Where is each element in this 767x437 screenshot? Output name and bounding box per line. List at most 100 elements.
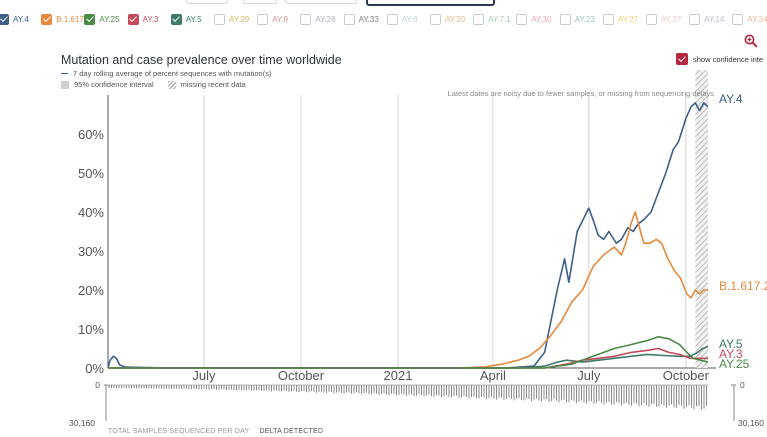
checkbox-icon[interactable] [41, 13, 53, 25]
checkbox-icon[interactable] [386, 13, 398, 25]
legend-item-ay-9[interactable]: AY.9 [257, 10, 288, 28]
legend-item-ay-25[interactable]: AY.25 [84, 10, 120, 28]
legend-label: AY.26 [315, 14, 336, 24]
series-line-ay-5 [108, 345, 709, 369]
legend-item-ay-7-1[interactable]: AY.7.1 [473, 10, 511, 28]
legend-label: AY.33 [358, 14, 379, 24]
checkbox-icon[interactable] [646, 13, 657, 25]
y-tick-label: 60% [78, 127, 104, 142]
zoom-in-icon[interactable] [744, 34, 758, 48]
legend-label: AY.27 [617, 14, 638, 24]
legend-label: AY.7.1 [488, 14, 511, 24]
legend-item-ay-26[interactable]: AY.26 [300, 10, 336, 28]
ci-label: 95% confidence interval [74, 80, 154, 89]
bottom-legend: TOTAL SAMPLES SEQUENCED PER DAY DELTA DE… [108, 428, 331, 435]
series-end-label: AY.25 [719, 357, 750, 371]
missing-data-region [695, 70, 708, 368]
legend-label: B.1.617.2 [56, 14, 91, 24]
legend-item-ay-37[interactable]: AY.37 [646, 10, 681, 28]
show-confidence-toggle[interactable]: show confidence inte [676, 53, 763, 65]
checkbox-icon[interactable] [602, 13, 614, 25]
checkbox-icon[interactable] [300, 13, 312, 25]
checkbox-icon[interactable] [0, 13, 9, 25]
checkbox-icon[interactable] [343, 13, 355, 25]
subtitle-line-legend: 7 day rolling average of percent sequenc… [61, 69, 271, 78]
top-button-2[interactable] [243, 0, 277, 4]
series-line-b-1-617-2 [108, 211, 708, 369]
legend-label: AY.23 [574, 14, 595, 24]
checkbox-icon[interactable] [559, 13, 571, 25]
x-tick-label: July [577, 368, 601, 383]
checkbox-icon[interactable] [84, 13, 96, 25]
show-confidence-label: show confidence inte [693, 54, 764, 64]
checkbox-icon[interactable] [170, 13, 182, 25]
legend-item-ay-5[interactable]: AY.5 [170, 10, 202, 28]
ci-swatch-icon [61, 80, 69, 89]
latest-dates-note: Latest dates are noisy due to fewer samp… [448, 89, 715, 98]
series-end-label: B.1.617.2 [719, 279, 767, 293]
legend-item-b-1-617-2[interactable]: B.1.617.2 [41, 10, 90, 28]
legend-label: AY.34 [747, 14, 767, 24]
y-tick-label: 20% [78, 283, 104, 298]
checkbox-icon[interactable] [689, 13, 701, 25]
legend-item-ay-30[interactable]: AY.30 [516, 10, 552, 28]
legend-label: AY.9 [272, 14, 288, 24]
legend-item-ay-27[interactable]: AY.27 [602, 10, 638, 28]
legend-label: AY.4 [13, 14, 29, 24]
legend-item-ay-23[interactable]: AY.23 [559, 10, 595, 28]
top-button-4[interactable] [366, 0, 495, 6]
y-tick-label: 40% [78, 205, 104, 220]
top-button-1[interactable] [186, 0, 228, 4]
legend-item-ay-6[interactable]: AY.6 [386, 10, 418, 28]
x-tick-label: 2021 [384, 368, 413, 383]
legend-item-ay-4[interactable]: AY.4 [0, 10, 29, 28]
total-samples-label: TOTAL SAMPLES SEQUENCED PER DAY [108, 428, 250, 435]
lineage-legend: AY.4 B.1.617.2 AY.25 AY.3 AY.5 AY.29 AY.9 AY.26… [0, 10, 767, 30]
legend-label: AY.30 [531, 14, 552, 24]
chart-title: Mutation and case prevalence over time w… [61, 53, 342, 67]
legend-item-ay-14[interactable]: AY.14 [689, 10, 724, 28]
legend-item-ay-33[interactable]: AY.33 [343, 10, 379, 28]
legend-label: AY.5 [185, 14, 202, 24]
legend-label: AY.20 [445, 14, 466, 24]
checkbox-icon[interactable] [473, 13, 485, 25]
subtitle-text: 7 day rolling average of percent sequenc… [73, 69, 272, 78]
x-tick-label: October [278, 368, 325, 383]
legend-item-ay-34[interactable]: AY.34 [732, 10, 767, 28]
y-tick-label: 0% [85, 361, 104, 376]
samples-tick-label: 0 [740, 380, 745, 390]
checkbox-icon[interactable] [257, 13, 269, 25]
x-tick-label: April [480, 368, 506, 383]
legend-item-ay-29[interactable]: AY.29 [214, 10, 249, 28]
missing-label: missing recent data [180, 80, 246, 89]
hatch-swatch-icon [167, 80, 176, 89]
y-tick-label: 50% [78, 166, 104, 181]
series-line-ay-3 [108, 347, 708, 369]
ci-missing-legend: 95% confidence interval missing recent d… [61, 80, 246, 89]
legend-item-ay-20[interactable]: AY.20 [430, 10, 465, 28]
x-tick-label: October [663, 368, 710, 383]
legend-label: AY.37 [661, 14, 682, 24]
checkbox-icon[interactable] [127, 13, 139, 25]
top-button-3[interactable] [285, 0, 357, 4]
checkbox-icon[interactable] [732, 13, 744, 25]
checkbox-icon[interactable] [676, 53, 688, 65]
series-end-label: AY.5 [719, 337, 743, 351]
y-tick-label: 30% [78, 244, 104, 259]
series-end-label: AY.4 [719, 92, 743, 106]
legend-label: AY.29 [229, 14, 250, 24]
series-end-label: AY.3 [719, 347, 743, 361]
samples-tick-label: 30,160 [738, 418, 764, 428]
series-line-ay-4 [107, 102, 709, 369]
samples-tick-label: 30,160 [69, 418, 95, 428]
checkbox-icon[interactable] [214, 13, 225, 25]
checkbox-icon[interactable] [516, 13, 528, 25]
legend-label: AY.6 [401, 14, 418, 24]
series-line-ay-25 [108, 336, 709, 369]
y-tick-label: 10% [78, 322, 104, 337]
line-swatch-icon [61, 72, 68, 75]
legend-item-ay-3[interactable]: AY.3 [127, 10, 159, 28]
checkbox-icon[interactable] [430, 13, 441, 25]
legend-label: AY.3 [142, 14, 159, 24]
